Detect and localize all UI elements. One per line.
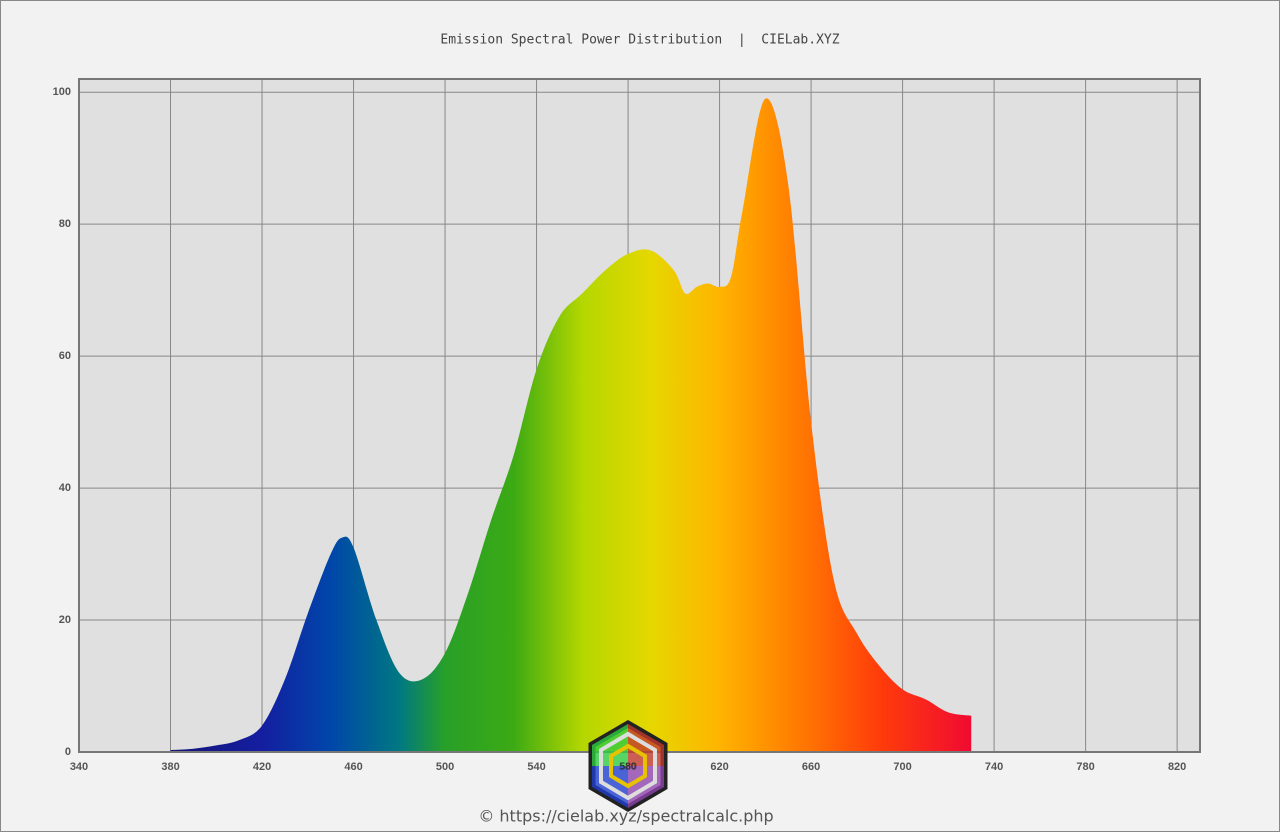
y-tick-label: 0 bbox=[65, 746, 71, 758]
y-tick-label: 60 bbox=[59, 350, 71, 362]
x-tick-label: 820 bbox=[1168, 761, 1186, 773]
spectrum-area bbox=[170, 98, 972, 753]
chart-title: Emission Spectral Power Distribution | C… bbox=[440, 33, 839, 48]
x-tick-label: 540 bbox=[527, 761, 545, 773]
logo bbox=[588, 719, 668, 813]
x-tick-label: 740 bbox=[985, 761, 1003, 773]
x-tick-label: 420 bbox=[253, 761, 271, 773]
y-tick-label: 100 bbox=[53, 86, 71, 98]
x-tick-label: 620 bbox=[710, 761, 728, 773]
y-tick-label: 80 bbox=[59, 218, 71, 230]
x-tick-label: 460 bbox=[344, 761, 362, 773]
x-tick-label: 700 bbox=[893, 761, 911, 773]
x-tick-label: 500 bbox=[436, 761, 454, 773]
x-tick-label: 340 bbox=[70, 761, 88, 773]
x-tick-label: 660 bbox=[802, 761, 820, 773]
x-tick-label: 780 bbox=[1076, 761, 1094, 773]
x-tick-label: 380 bbox=[161, 761, 179, 773]
y-tick-label: 20 bbox=[59, 614, 71, 626]
y-tick-label: 40 bbox=[59, 482, 71, 494]
footer: © https://cielab.xyz/spectralcalc.php bbox=[478, 807, 773, 826]
logo-text: 580 bbox=[620, 762, 637, 773]
